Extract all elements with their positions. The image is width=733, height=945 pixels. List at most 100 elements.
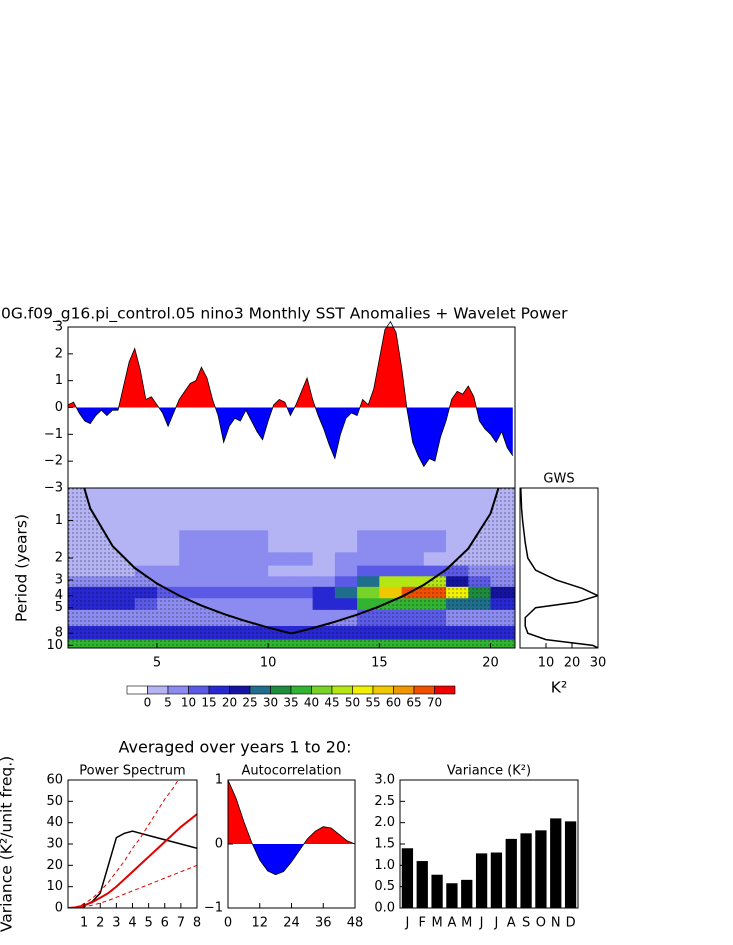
power-cell [312, 598, 336, 611]
colorbar-label: 0 [144, 696, 152, 710]
figure-title: 0G.f09_g16.pi_control.05 nino3 Monthly S… [1, 305, 568, 324]
power-cell [245, 530, 269, 553]
x-tick-label: 24 [283, 916, 300, 931]
power-cell [379, 586, 403, 599]
power-cell [245, 488, 269, 509]
y-tick-label: 10 [46, 638, 63, 653]
power-cell [245, 508, 269, 531]
y-tick-label: −1 [44, 427, 63, 442]
power-cell [312, 576, 336, 588]
y-tick-label: 3 [55, 320, 63, 335]
power-cell [268, 598, 291, 611]
y-tick-label: 2.5 [374, 794, 395, 809]
power-cell [90, 488, 113, 509]
power-cell [357, 552, 380, 567]
colorbar-label: 65 [406, 696, 421, 710]
x-tick-label: 7 [177, 916, 185, 931]
y-tick-label: 1 [215, 773, 223, 788]
x-tick-label: 20 [564, 656, 581, 671]
power-cell [201, 552, 225, 567]
power-cell [201, 565, 225, 577]
colorbar-label: 50 [345, 696, 360, 710]
power-cell [423, 565, 447, 577]
power-cell [379, 508, 403, 531]
power-cell [379, 552, 403, 567]
bar [505, 838, 517, 908]
power-cell [379, 530, 403, 553]
x-tick-label: 48 [347, 916, 364, 931]
positive-area [68, 327, 513, 408]
power-cell [223, 508, 247, 531]
colorbar-label: 40 [304, 696, 319, 710]
colorbar-box [208, 685, 230, 695]
y-tick-label: 20 [46, 858, 63, 873]
power-cell [268, 552, 291, 567]
power-cell [268, 576, 291, 588]
colorbar-label: 45 [324, 696, 339, 710]
x-tick-label: 30 [590, 656, 607, 671]
y-tick-label: −1 [204, 901, 223, 916]
power-cell [401, 508, 425, 531]
power-cell [379, 565, 403, 577]
power-cell [223, 488, 247, 509]
power-cell [156, 565, 180, 577]
power-cell [423, 488, 447, 509]
plot-frame [67, 487, 516, 649]
power-cell [290, 576, 314, 588]
colorbar-label: 55 [365, 696, 380, 710]
power-cell [334, 565, 358, 577]
power-cell [446, 508, 469, 531]
bar [535, 830, 547, 908]
bar [490, 852, 503, 908]
colorbar-label: 15 [201, 696, 216, 710]
power-cell [201, 488, 225, 509]
x-tick-label: F [419, 916, 426, 931]
power-cell [245, 552, 269, 567]
positive-area [228, 780, 355, 844]
panel-title: Autocorrelation [242, 764, 342, 779]
y-tick-label: 4 [55, 588, 63, 603]
power-cell [223, 565, 247, 577]
power-cell [357, 576, 380, 588]
power-cell [179, 586, 202, 599]
colorbar-label: 35 [283, 696, 298, 710]
y-tick-label: 30 [46, 837, 63, 852]
y-tick-label: −2 [44, 454, 63, 469]
power-cell [112, 508, 136, 531]
power-cell [156, 530, 180, 553]
colorbar-box [413, 685, 435, 695]
x-tick-label: A [507, 916, 516, 931]
power-cell [223, 598, 247, 611]
y-axis-label: Period (years) [13, 514, 31, 622]
colorbar-label: 5 [164, 696, 172, 710]
negative-area [228, 844, 355, 875]
y-tick-label: 60 [46, 773, 63, 788]
series-line [68, 864, 197, 908]
power-cell [223, 530, 247, 553]
power-cell [446, 488, 469, 509]
power-cell [401, 565, 425, 577]
power-cell [179, 552, 202, 567]
power-cell [401, 488, 425, 509]
x-tick-label: D [566, 916, 576, 931]
colorbar-box [311, 685, 333, 695]
gws-line [520, 488, 598, 648]
power-cell [134, 508, 158, 531]
y-tick-label: 1.0 [374, 858, 395, 873]
power-cell [357, 508, 380, 531]
power-cell [423, 530, 447, 553]
power-cell [156, 488, 180, 509]
x-tick-label: 6 [161, 916, 169, 931]
power-cell [290, 586, 314, 599]
cone-of-influence [83, 488, 500, 635]
y-tick-label: 3.0 [374, 773, 395, 788]
colorbar-box [372, 685, 394, 695]
y-tick-label: 1 [55, 373, 63, 388]
bar [431, 874, 443, 908]
power-cell [134, 552, 158, 567]
x-axis-label: K² [551, 679, 567, 697]
power-cell [201, 576, 225, 588]
bar [564, 821, 577, 908]
y-tick-label: 5 [55, 600, 63, 615]
power-cell [334, 508, 358, 531]
